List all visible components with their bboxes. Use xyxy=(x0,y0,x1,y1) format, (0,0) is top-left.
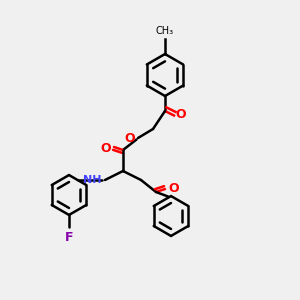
Text: O: O xyxy=(100,142,111,155)
Text: O: O xyxy=(176,107,186,121)
Text: NH: NH xyxy=(83,175,102,185)
Text: CH₃: CH₃ xyxy=(156,26,174,36)
Text: O: O xyxy=(124,131,135,145)
Text: F: F xyxy=(65,232,73,244)
Text: O: O xyxy=(168,182,178,196)
